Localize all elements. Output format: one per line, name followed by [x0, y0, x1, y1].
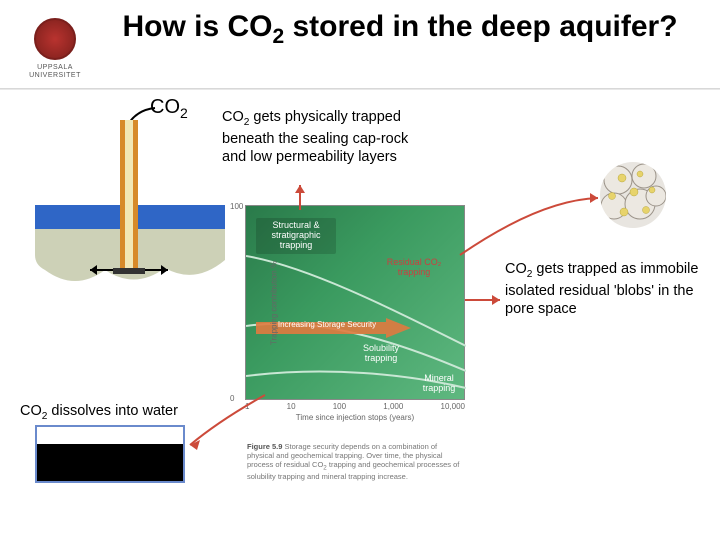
connector-arrows [0, 0, 720, 540]
